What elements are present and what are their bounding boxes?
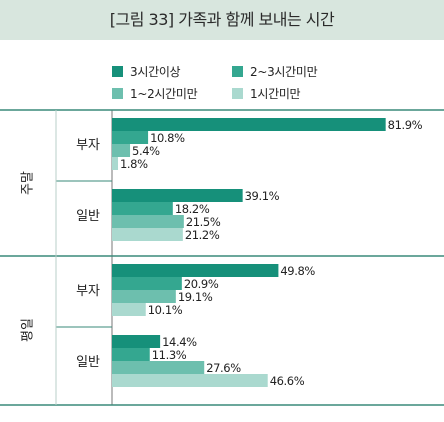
legend-label: 3시간이상	[130, 65, 181, 79]
bar	[112, 277, 182, 290]
bar	[112, 144, 131, 157]
bar	[112, 157, 119, 170]
bar	[112, 290, 176, 303]
data-label: 1.8%	[120, 157, 148, 171]
group-label: 주말	[21, 171, 36, 195]
data-label: 46.6%	[270, 374, 305, 388]
figure-title: [그림 33] 가족과 함께 보내는 시간	[0, 0, 444, 40]
data-label: 18.2%	[175, 202, 210, 216]
data-label: 10.1%	[148, 303, 183, 317]
legend-label: 1~2시간미만	[130, 87, 198, 101]
category-label: 부자	[76, 284, 100, 299]
bar	[112, 335, 161, 348]
data-label: 20.9%	[184, 277, 219, 291]
data-label: 19.1%	[178, 290, 213, 304]
legend-label: 1시간미만	[250, 87, 301, 101]
category-label: 일반	[76, 355, 100, 370]
category-label: 일반	[76, 209, 100, 224]
legend-swatch	[112, 66, 123, 77]
category-label: 부자	[76, 138, 100, 153]
bar	[112, 131, 149, 144]
legend-swatch	[232, 66, 243, 77]
data-label: 14.4%	[162, 335, 197, 349]
bar	[112, 303, 146, 316]
plot-area: 주말평일부자일반부자일반81.9%39.1%49.8%14.4%10.8%18.…	[0, 109, 444, 406]
legend-label: 2~3시간미만	[250, 65, 318, 79]
bar	[112, 202, 173, 215]
bar	[112, 189, 243, 202]
data-label: 49.8%	[280, 264, 315, 278]
data-label: 27.6%	[206, 361, 241, 375]
data-label: 11.3%	[152, 348, 187, 362]
bar	[112, 374, 268, 387]
bar	[112, 264, 279, 277]
data-label: 21.5%	[186, 215, 221, 229]
bar	[112, 228, 183, 241]
legend-swatch	[112, 88, 123, 99]
bar	[112, 361, 205, 374]
data-label: 5.4%	[132, 144, 160, 158]
data-label: 81.9%	[388, 118, 423, 132]
legend-swatch	[232, 88, 243, 99]
data-label: 39.1%	[245, 189, 280, 203]
bar	[112, 118, 386, 131]
bar	[112, 348, 150, 361]
group-label: 평일	[21, 318, 36, 342]
legend: 3시간이상 2~3시간미만 1~2시간미만 1시간미만	[112, 65, 318, 101]
data-label: 21.2%	[185, 228, 220, 242]
data-label: 10.8%	[150, 131, 185, 145]
bar	[112, 215, 184, 228]
